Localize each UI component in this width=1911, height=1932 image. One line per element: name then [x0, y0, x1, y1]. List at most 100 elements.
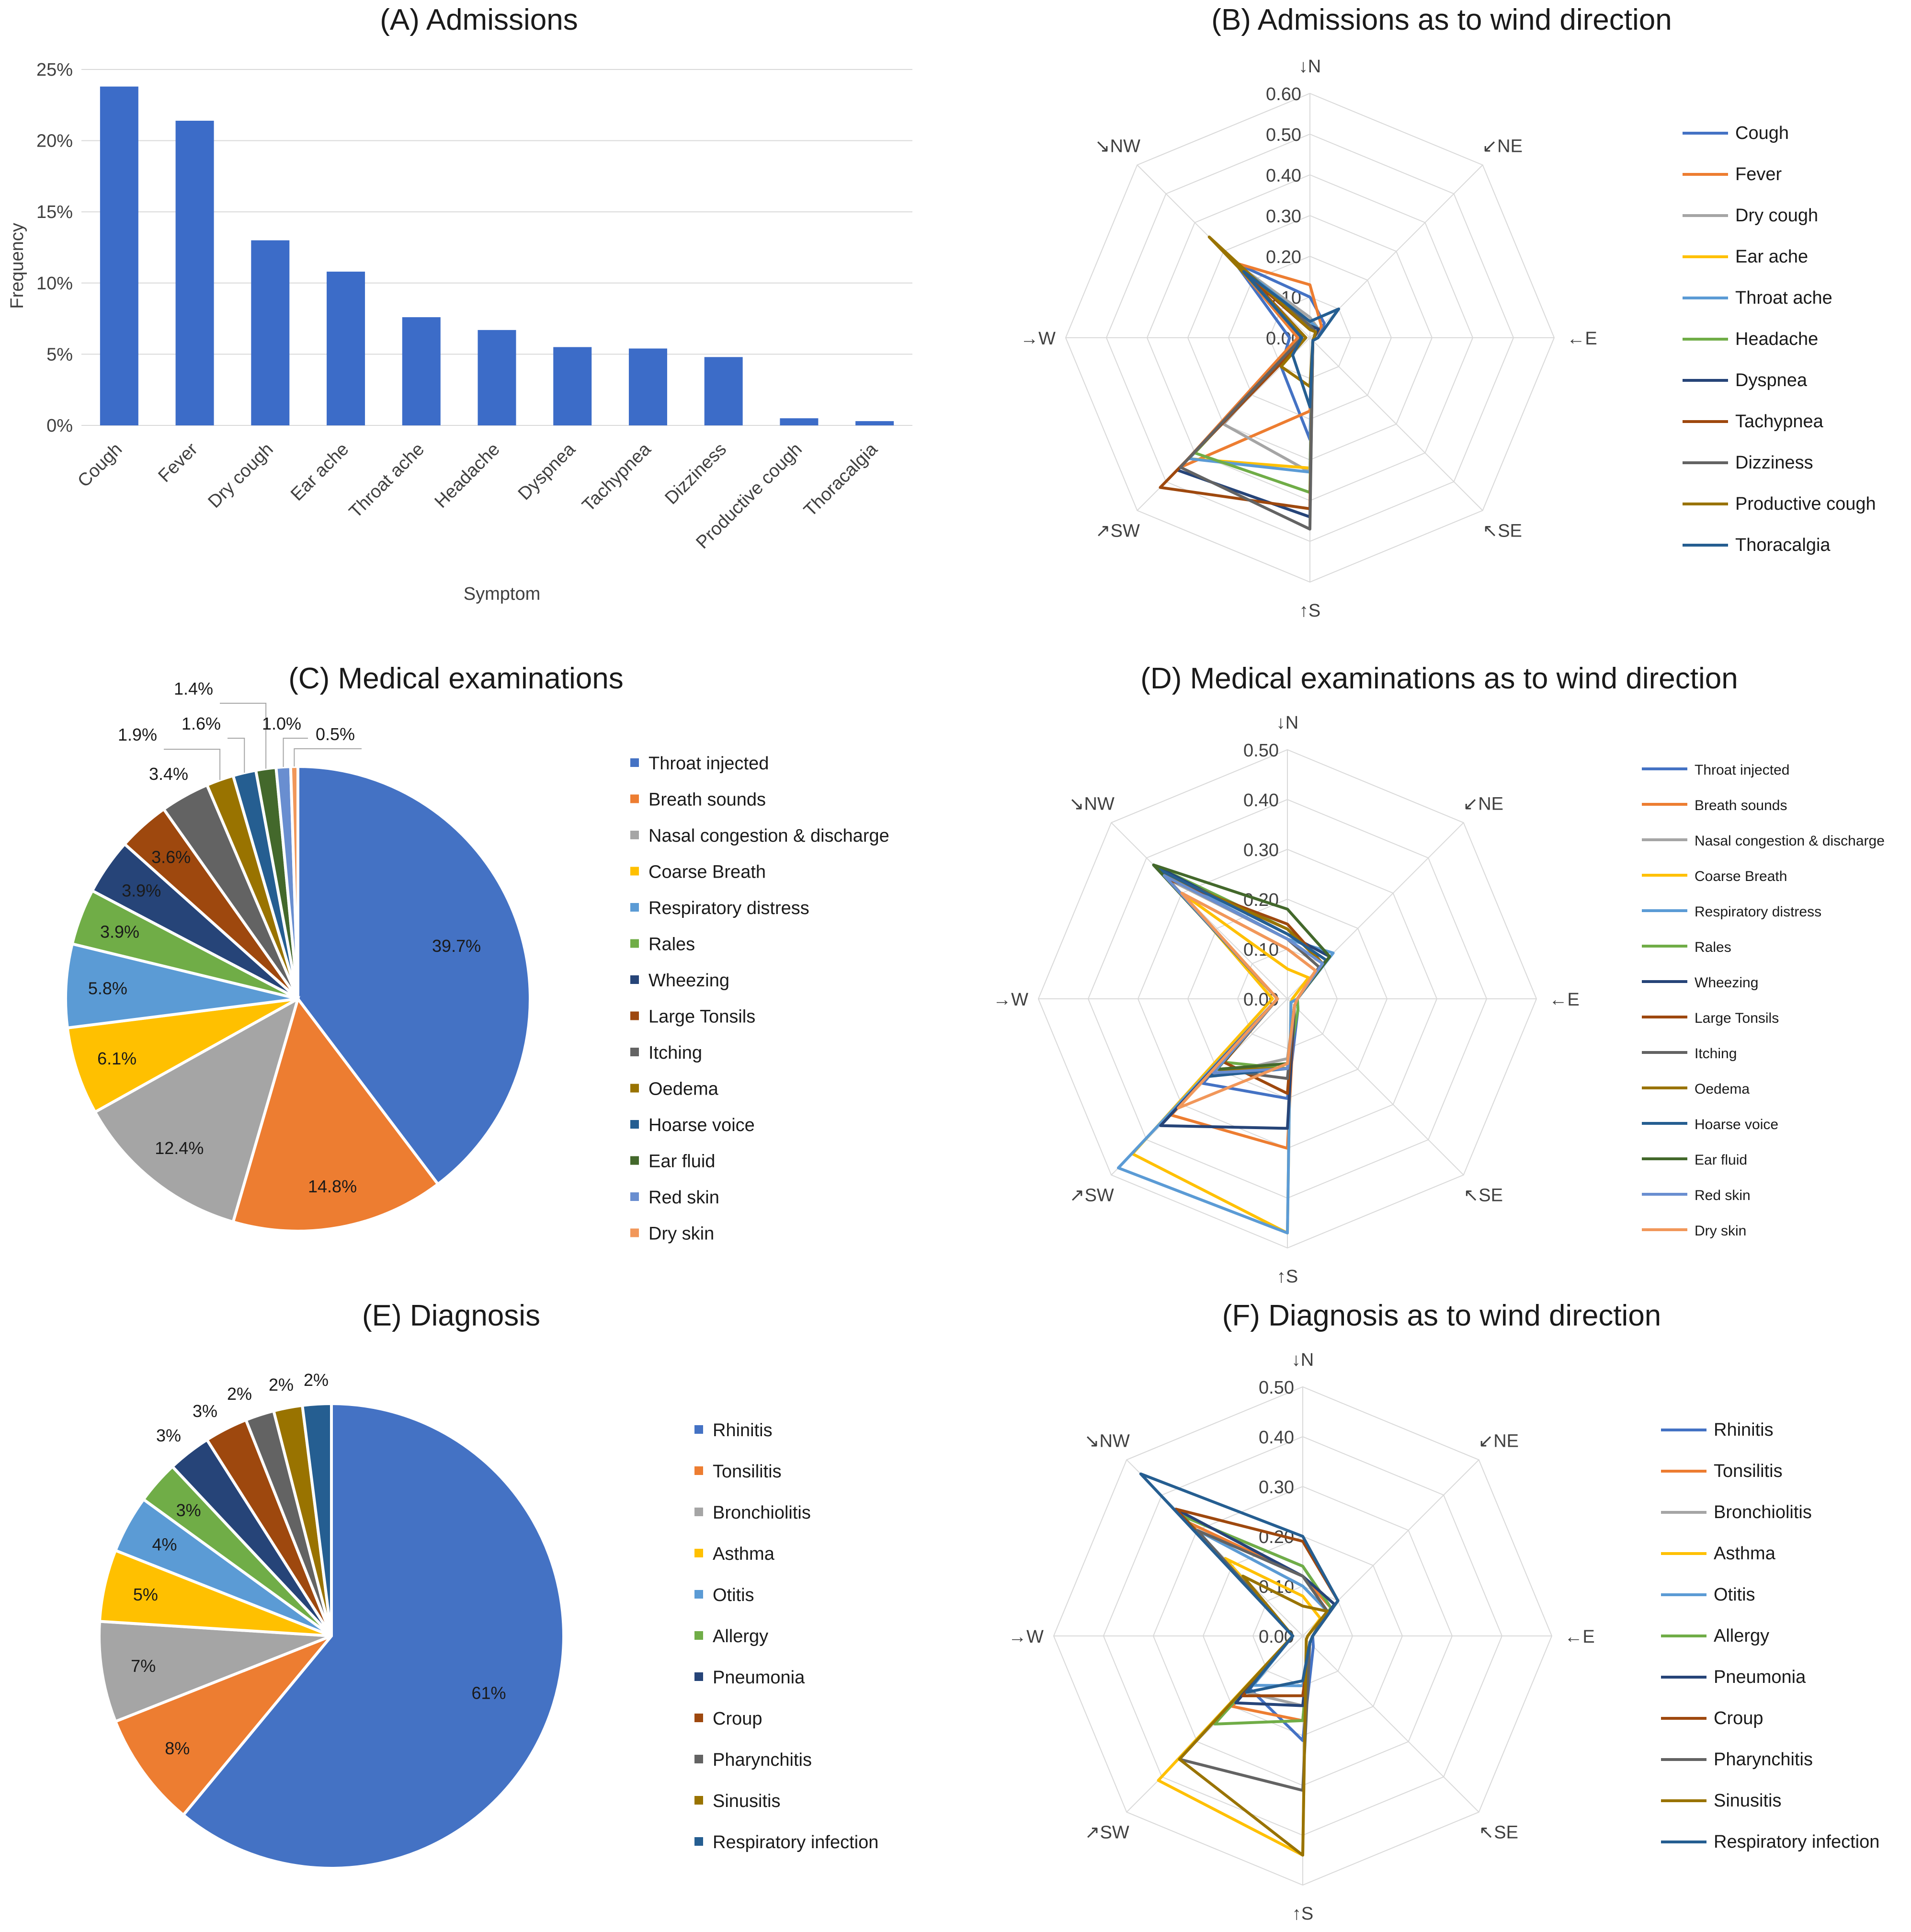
chart-e-legend-swatch — [694, 1672, 703, 1681]
chart-c-slice-label: 5.8% — [88, 979, 127, 998]
chart-d-legend-label: Breath sounds — [1695, 798, 1787, 813]
chart-a-bar-1 — [175, 120, 214, 425]
chart-d-legend-label: Nasal congestion & discharge — [1695, 833, 1885, 849]
chart-f-legend-label: Allergy — [1714, 1626, 1769, 1646]
chart-e-legend-swatch — [694, 1549, 703, 1557]
chart-c-legend-swatch — [630, 831, 639, 839]
chart-e-slice-label: 61% — [472, 1683, 506, 1703]
chart-d-spoke — [1287, 998, 1464, 1176]
chart-a-bar-4 — [402, 317, 441, 425]
chart-e-legend-swatch — [694, 1714, 703, 1722]
chart-f-legend-label: Respiratory infection — [1714, 1832, 1879, 1852]
chart-b-direction-label: ↙NE — [1482, 136, 1523, 156]
chart-b-legend-label: Throat ache — [1735, 288, 1832, 308]
chart-a-xtick: Fever — [155, 439, 202, 486]
chart-a-ytick: 25% — [36, 60, 73, 80]
chart-c-slice-label: 6.1% — [97, 1049, 136, 1068]
chart-c-legend-label: Hoarse voice — [648, 1115, 755, 1135]
chart-c-legend-swatch — [630, 1011, 639, 1020]
chart-d-direction-label: ↘NW — [1069, 794, 1115, 814]
chart-c-legend-swatch — [630, 1228, 639, 1237]
chart-d-direction-label: →W — [993, 990, 1028, 1010]
chart-e-legend-label: Bronchiolitis — [713, 1503, 811, 1523]
chart-d-legend-label: Respiratory distress — [1695, 904, 1821, 920]
chart-c-title: (C) Medical examinations — [288, 662, 623, 695]
chart-d-legend-label: Dry skin — [1695, 1223, 1746, 1239]
chart-b-legend-label: Headache — [1735, 329, 1818, 349]
chart-d-legend-label: Ear fluid — [1695, 1152, 1747, 1168]
chart-e-legend-label: Rhinitis — [713, 1420, 773, 1440]
chart-d-rtick: 0.50 — [1243, 741, 1279, 761]
chart-a-bar-6 — [553, 347, 592, 425]
chart-a-title: (A) Admissions — [380, 3, 578, 36]
chart-c-legend-swatch — [630, 1156, 639, 1165]
chart-a-bar-2 — [251, 240, 290, 425]
chart-c-legend-swatch — [630, 1120, 639, 1129]
chart-a-ytick: 20% — [36, 131, 73, 151]
chart-f-legend-label: Croup — [1714, 1708, 1763, 1728]
chart-e-legend-label: Otitis — [713, 1585, 754, 1605]
chart-c-legend-swatch — [630, 939, 639, 948]
chart-b-legend-label: Dry cough — [1735, 206, 1818, 226]
chart-c-slice-label: 1.0% — [262, 714, 301, 733]
chart-a-xtick: Cough — [74, 439, 126, 492]
chart-c-slice-0 — [296, 765, 532, 1187]
chart-e-slice-label: 4% — [152, 1534, 177, 1554]
chart-e-slice-label: 2% — [269, 1375, 294, 1395]
chart-b-rtick: 0.40 — [1266, 166, 1301, 186]
chart-f-rtick: 0.30 — [1259, 1477, 1294, 1498]
chart-d-legend-label: Red skin — [1695, 1188, 1751, 1203]
chart-c-legend-label: Wheezing — [648, 971, 729, 991]
chart-c-leader-line — [294, 748, 362, 767]
chart-c-slice-label: 3.9% — [100, 922, 139, 941]
chart-f-direction-label: ←E — [1564, 1627, 1594, 1647]
chart-b-rtick: 0.30 — [1266, 206, 1301, 227]
chart-b-direction-label: →W — [1020, 329, 1056, 349]
chart-c-legend-label: Throat injected — [648, 754, 769, 774]
chart-c-legend-swatch — [630, 867, 639, 876]
chart-c-legend-label: Coarse Breath — [648, 862, 766, 882]
chart-c-leader-line — [164, 749, 221, 780]
chart-f-series-line-10 — [1139, 1472, 1340, 1694]
chart-a-bar-0 — [100, 86, 138, 425]
chart-c-legend-label: Dry skin — [648, 1224, 714, 1244]
chart-e-legend-swatch — [694, 1590, 703, 1599]
chart-d-legend-label: Hoarse voice — [1695, 1117, 1778, 1132]
chart-c-slice-label: 12.4% — [155, 1138, 204, 1158]
chart-e-slice-10 — [300, 1402, 333, 1636]
chart-a-ytick: 5% — [46, 344, 73, 365]
chart-c-slice-2 — [93, 995, 300, 1224]
chart-c-slice-4 — [64, 942, 298, 1030]
chart-c-slice-label: 3.9% — [122, 880, 161, 900]
chart-e-title: (E) Diagnosis — [362, 1299, 540, 1332]
chart-a-ytick: 10% — [36, 274, 73, 294]
chart-e-slice-label: 7% — [131, 1656, 156, 1676]
chart-e-slice-label: 3% — [156, 1426, 181, 1445]
chart-c-legend-swatch — [630, 1084, 639, 1093]
chart-d-direction-label: ↑S — [1277, 1267, 1298, 1287]
chart-f-direction-label: ↓N — [1292, 1350, 1314, 1370]
chart-f-direction-label: ↗SW — [1085, 1823, 1129, 1843]
chart-b-rtick: 0.50 — [1266, 125, 1301, 145]
chart-c-legend-swatch — [630, 1048, 639, 1056]
chart-d-legend-label: Large Tonsils — [1695, 1010, 1779, 1026]
chart-f-legend-label: Asthma — [1714, 1543, 1776, 1564]
chart-b-legend-label: Fever — [1735, 164, 1782, 184]
chart-f-title: (F) Diagnosis as to wind direction — [1222, 1299, 1661, 1332]
chart-e-slice-label: 2% — [304, 1370, 329, 1390]
chart-e-legend-swatch — [694, 1755, 703, 1763]
chart-b-direction-label: ↖SE — [1482, 521, 1522, 541]
chart-f-rtick: 0.50 — [1259, 1378, 1294, 1398]
chart-f-series-line-9 — [1178, 1574, 1329, 1857]
chart-b-direction-label: ←E — [1567, 329, 1597, 349]
chart-f-direction-label: →W — [1008, 1627, 1044, 1647]
chart-e-legend-label: Pharynchitis — [713, 1750, 812, 1770]
chart-d-legend-label: Oedema — [1695, 1081, 1750, 1097]
chart-b-direction-label: ↑S — [1299, 601, 1320, 621]
chart-a-ytick: 0% — [46, 416, 73, 436]
chart-f-legend-label: Sinusitis — [1714, 1791, 1782, 1811]
chart-f-legend-label: Tonsilitis — [1714, 1461, 1783, 1481]
chart-b-direction-label: ↗SW — [1095, 521, 1140, 541]
chart-c-legend-label: Oedema — [648, 1079, 719, 1099]
